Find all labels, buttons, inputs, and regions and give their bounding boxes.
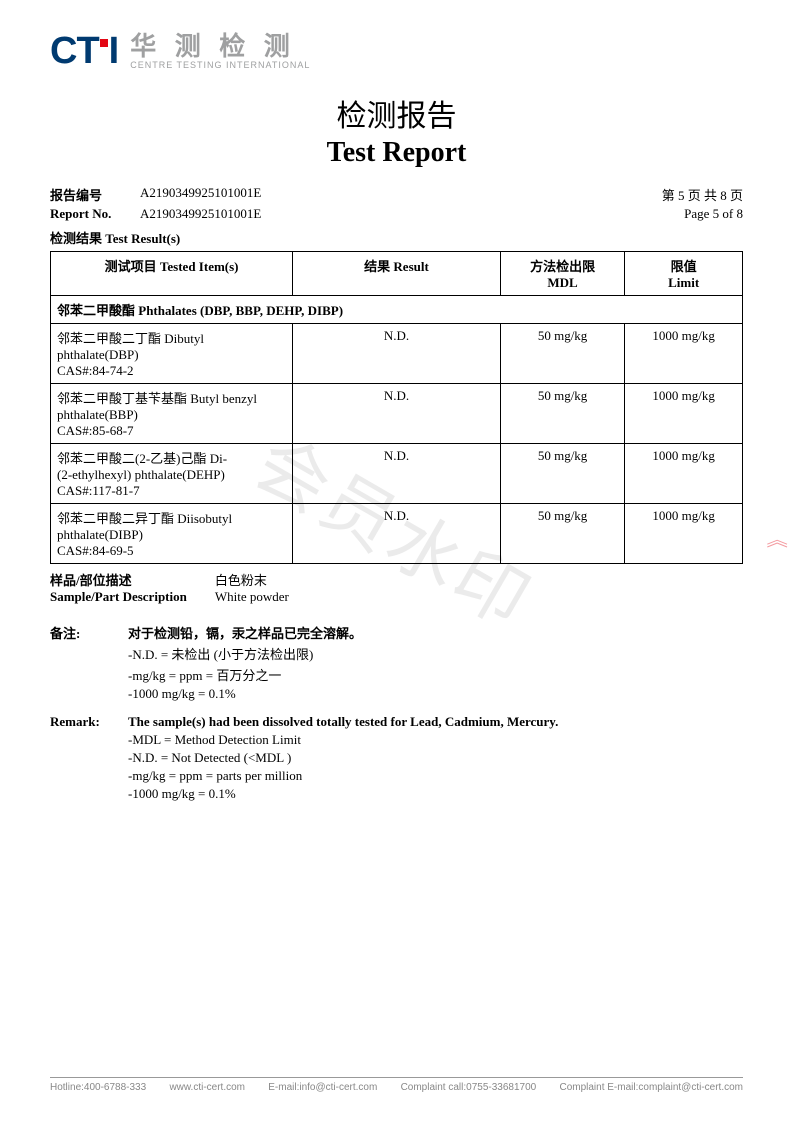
remark-line: The sample(s) had been dissolved totally… — [128, 714, 743, 730]
item-l2: phthalate(BBP) — [57, 407, 286, 423]
logo-ct: CT — [50, 30, 99, 73]
item-l1: 邻苯二甲酸二丁酯 Dibutyl — [57, 328, 286, 347]
logo: CTI 华 测 检 测 CENTRE TESTING INTERNATIONAL — [50, 30, 743, 73]
remark-label-cn: 备注: — [50, 623, 110, 704]
footer: Hotline:400-6788-333 www.cti-cert.com E-… — [50, 1077, 743, 1093]
th-mdl: 方法检出限 MDL — [500, 252, 625, 296]
table-row: 邻苯二甲酸二(2-乙基)己酯 Di- (2-ethylhexyl) phthal… — [51, 444, 743, 504]
item-l3: CAS#:84-74-2 — [57, 363, 286, 379]
cell-item: 邻苯二甲酸二丁酯 Dibutyl phthalate(DBP) CAS#:84-… — [51, 324, 293, 384]
title-en: Test Report — [50, 137, 743, 169]
side-stamp: ︽ — [760, 530, 791, 548]
th-mdl-en: MDL — [507, 275, 619, 291]
section-cell: 邻苯二甲酸酯 Phthalates (DBP, BBP, DEHP, DIBP) — [51, 296, 743, 324]
cell-item: 邻苯二甲酸二(2-乙基)己酯 Di- (2-ethylhexyl) phthal… — [51, 444, 293, 504]
remark-line: -1000 mg/kg = 0.1% — [128, 786, 743, 802]
footer-complaint-call: Complaint call:0755-33681700 — [401, 1082, 537, 1093]
footer-complaint-email: Complaint E-mail:complaint@cti-cert.com — [559, 1082, 743, 1093]
cell-result: N.D. — [293, 504, 501, 564]
report-no-en-row: Report No. A2190349925101001E Page 5 of … — [50, 206, 743, 222]
section-row: 邻苯二甲酸酯 Phthalates (DBP, BBP, DEHP, DIBP) — [51, 296, 743, 324]
table-row: 邻苯二甲酸二丁酯 Dibutyl phthalate(DBP) CAS#:84-… — [51, 324, 743, 384]
th-limit-en: Limit — [631, 275, 736, 291]
item-l3: CAS#:84-69-5 — [57, 543, 286, 559]
page-en: Page 5 of 8 — [684, 206, 743, 222]
cell-limit: 1000 mg/kg — [625, 444, 743, 504]
remark-line: -N.D. = 未检出 (小于方法检出限) — [128, 644, 743, 663]
cell-limit: 1000 mg/kg — [625, 384, 743, 444]
report-no-value-cn: A2190349925101001E — [140, 185, 261, 204]
th-mdl-cn: 方法检出限 — [507, 256, 619, 275]
item-l3: CAS#:117-81-7 — [57, 483, 286, 499]
logo-latin: CTI — [50, 30, 118, 73]
table-row: 邻苯二甲酸二异丁酯 Diisobutyl phthalate(DIBP) CAS… — [51, 504, 743, 564]
cell-mdl: 50 mg/kg — [500, 384, 625, 444]
sample-value-cn: 白色粉末 — [215, 570, 289, 589]
item-l1: 邻苯二甲酸二异丁酯 Diisobutyl — [57, 508, 286, 527]
remark-body-cn: 对于检测铅，镉，汞之样品已完全溶解。 -N.D. = 未检出 (小于方法检出限)… — [128, 623, 743, 704]
remark-line: -1000 mg/kg = 0.1% — [128, 686, 743, 702]
item-l1: 邻苯二甲酸丁基苄基酯 Butyl benzyl — [57, 388, 286, 407]
sample-label-en: Sample/Part Description — [50, 589, 187, 605]
title: 检测报告 Test Report — [50, 91, 743, 169]
remarks: 备注: 对于检测铅，镉，汞之样品已完全溶解。 -N.D. = 未检出 (小于方法… — [50, 623, 743, 804]
item-l2: (2-ethylhexyl) phthalate(DEHP) — [57, 467, 286, 483]
logo-dot — [100, 39, 108, 47]
cell-limit: 1000 mg/kg — [625, 504, 743, 564]
th-limit-cn: 限值 — [631, 256, 736, 275]
page-cn: 第 5 页 共 8 页 — [662, 185, 743, 204]
cell-item: 邻苯二甲酸丁基苄基酯 Butyl benzyl phthalate(BBP) C… — [51, 384, 293, 444]
cell-result: N.D. — [293, 324, 501, 384]
remark-body-en: The sample(s) had been dissolved totally… — [128, 714, 743, 804]
sample-label-cn: 样品/部位描述 — [50, 570, 187, 589]
cell-result: N.D. — [293, 444, 501, 504]
footer-hotline: Hotline:400-6788-333 — [50, 1082, 146, 1093]
cell-item: 邻苯二甲酸二异丁酯 Diisobutyl phthalate(DIBP) CAS… — [51, 504, 293, 564]
logo-i: I — [109, 30, 119, 73]
results-table: 测试项目 Tested Item(s) 结果 Result 方法检出限 MDL … — [50, 251, 743, 564]
item-l3: CAS#:85-68-7 — [57, 423, 286, 439]
th-result: 结果 Result — [293, 252, 501, 296]
cell-limit: 1000 mg/kg — [625, 324, 743, 384]
item-l2: phthalate(DIBP) — [57, 527, 286, 543]
cell-mdl: 50 mg/kg — [500, 504, 625, 564]
report-no-cn-row: 报告编号 A2190349925101001E 第 5 页 共 8 页 — [50, 185, 743, 204]
footer-web: www.cti-cert.com — [169, 1082, 245, 1093]
remark-label-en: Remark: — [50, 714, 110, 804]
remark-line: -N.D. = Not Detected (<MDL ) — [128, 750, 743, 766]
results-header: 检测结果 Test Result(s) — [50, 228, 743, 247]
title-cn: 检测报告 — [50, 91, 743, 135]
report-no-label-en: Report No. — [50, 206, 128, 222]
remark-line: 对于检测铅，镉，汞之样品已完全溶解。 — [128, 623, 743, 642]
report-no-value-en: A2190349925101001E — [140, 206, 261, 222]
th-limit: 限值 Limit — [625, 252, 743, 296]
logo-cn: 华 测 检 测 — [130, 34, 310, 60]
cell-mdl: 50 mg/kg — [500, 444, 625, 504]
table-row: 邻苯二甲酸丁基苄基酯 Butyl benzyl phthalate(BBP) C… — [51, 384, 743, 444]
remark-line: -mg/kg = ppm = parts per million — [128, 768, 743, 784]
sample-value-en: White powder — [215, 589, 289, 605]
item-l2: phthalate(DBP) — [57, 347, 286, 363]
th-item: 测试项目 Tested Item(s) — [51, 252, 293, 296]
cell-result: N.D. — [293, 384, 501, 444]
remark-line: -MDL = Method Detection Limit — [128, 732, 743, 748]
table-header-row: 测试项目 Tested Item(s) 结果 Result 方法检出限 MDL … — [51, 252, 743, 296]
cell-mdl: 50 mg/kg — [500, 324, 625, 384]
sample-description: 样品/部位描述 Sample/Part Description 白色粉末 Whi… — [50, 570, 743, 605]
report-no-label-cn: 报告编号 — [50, 185, 128, 204]
remark-line: -mg/kg = ppm = 百万分之一 — [128, 665, 743, 684]
footer-email: E-mail:info@cti-cert.com — [268, 1082, 377, 1093]
logo-sub: CENTRE TESTING INTERNATIONAL — [130, 60, 310, 70]
item-l1: 邻苯二甲酸二(2-乙基)己酯 Di- — [57, 448, 286, 467]
